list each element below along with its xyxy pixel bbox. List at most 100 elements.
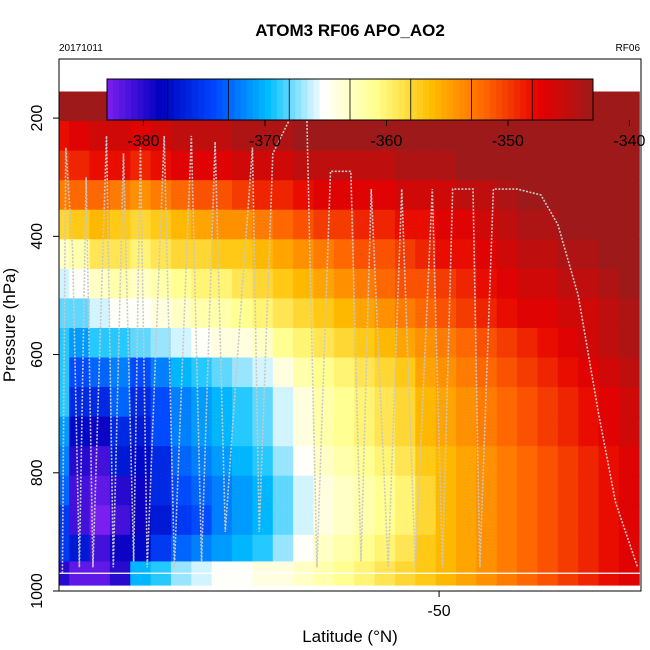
colorbar: -380 -370 -360 -350 -340 [106, 78, 646, 150]
heatmap-cell [598, 121, 620, 152]
heatmap-cell [496, 416, 518, 447]
heatmap-cell [415, 534, 437, 562]
heatmap-cell [170, 327, 192, 359]
heatmap-cell [109, 150, 131, 181]
heatmap-cell [435, 121, 457, 152]
heatmap-cell [69, 121, 91, 152]
heatmap-cell [496, 357, 518, 388]
heatmap-cell [496, 475, 518, 506]
colorbar-segment [295, 79, 302, 120]
heatmap-cell [476, 327, 498, 359]
heatmap-cell [313, 446, 335, 477]
heatmap-cell [578, 534, 600, 562]
heatmap-cell [89, 534, 111, 562]
heatmap-cell [456, 534, 477, 562]
colorbar-segment [392, 79, 400, 120]
colorbar-segment [368, 79, 375, 120]
colorbar-segment [343, 79, 351, 120]
heatmap-cell [293, 505, 315, 536]
heatmap-cell [150, 357, 172, 388]
heatmap-cell [89, 180, 111, 211]
heatmap-cell [557, 121, 579, 152]
heatmap-cell [394, 475, 416, 506]
heatmap-cell [476, 534, 498, 562]
heatmap-cell [293, 298, 315, 329]
heatmap-cell [435, 357, 457, 388]
flight-label: RF06 [616, 43, 641, 54]
heatmap-cell [517, 121, 538, 152]
heatmap-cell [313, 534, 335, 562]
heatmap-cell [170, 239, 192, 270]
heatmap-cell [456, 357, 477, 388]
heatmap-cell [272, 239, 294, 270]
heatmap-cell [415, 298, 437, 329]
x-axis-label: Latitude (°N) [302, 627, 398, 646]
heatmap-cell [415, 475, 437, 506]
heatmap-cell [435, 180, 457, 211]
heatmap-cell [232, 180, 253, 211]
heatmap-cell [374, 298, 396, 329]
heatmap-cell [456, 121, 477, 152]
heatmap-cell [272, 121, 294, 152]
heatmap-cell [394, 416, 416, 447]
y-tick-label: 200 [29, 105, 46, 132]
heatmap-cell [130, 327, 152, 359]
heatmap-cell [150, 180, 172, 211]
colorbar-segment [185, 79, 193, 120]
heatmap-cell [435, 475, 457, 506]
heatmap-cell [59, 446, 70, 477]
colorbar-segment [526, 79, 533, 120]
heatmap-cell [537, 121, 559, 152]
heatmap-cell [89, 268, 111, 299]
heatmap-cell [191, 475, 213, 506]
heatmap-cell [496, 121, 518, 152]
date-label: 20171011 [59, 43, 103, 54]
heatmap-cell [435, 209, 457, 240]
heatmap-cell [557, 268, 579, 299]
heatmap-cell [537, 505, 559, 536]
heatmap-cell [211, 357, 233, 388]
heatmap-cell [333, 475, 355, 506]
heatmap-cell [456, 475, 477, 506]
heatmap-cell [191, 268, 213, 299]
heatmap-cell [476, 239, 498, 270]
heatmap-cell [354, 387, 376, 418]
heatmap-cell [69, 387, 91, 418]
heatmap-cell [394, 180, 416, 211]
heatmap-cell [59, 475, 70, 506]
heatmap-cell [496, 534, 518, 562]
heatmap-cell [89, 416, 111, 447]
colorbar-segment [319, 79, 327, 120]
heatmap-cell [293, 327, 315, 359]
heatmap-cell [476, 268, 498, 299]
heatmap-cell [476, 475, 498, 506]
colorbar-segment [155, 79, 163, 120]
heatmap-cell [150, 121, 172, 152]
heatmap-cell [109, 534, 131, 562]
colorbar-segment [283, 79, 290, 120]
heatmap-cell [557, 298, 579, 329]
colorbar-segment [404, 79, 412, 120]
heatmap-cell [415, 505, 437, 536]
heatmap-cell [517, 298, 538, 329]
heatmap-cell [415, 239, 437, 270]
colorbar-segment [325, 79, 333, 120]
heatmap-cell [272, 534, 294, 562]
heatmap-cell [578, 209, 600, 240]
colorbar-segment [483, 79, 491, 120]
colorbar-segment [398, 79, 406, 120]
heatmap-cell [578, 121, 600, 152]
heatmap-cell [394, 209, 416, 240]
heatmap-cell [333, 534, 355, 562]
heatmap-cell [191, 446, 213, 477]
heatmap-cell [557, 327, 579, 359]
chart-title: ATOM3 RF06 APO_AO2 [255, 21, 445, 40]
colorbar-segment [161, 79, 169, 120]
heatmap-cell [517, 446, 538, 477]
heatmap-cell [618, 327, 640, 359]
heatmap-cell [191, 209, 213, 240]
colorbar-segment [550, 79, 558, 120]
heatmap-cell [598, 150, 620, 181]
colorbar-segment [301, 79, 308, 120]
